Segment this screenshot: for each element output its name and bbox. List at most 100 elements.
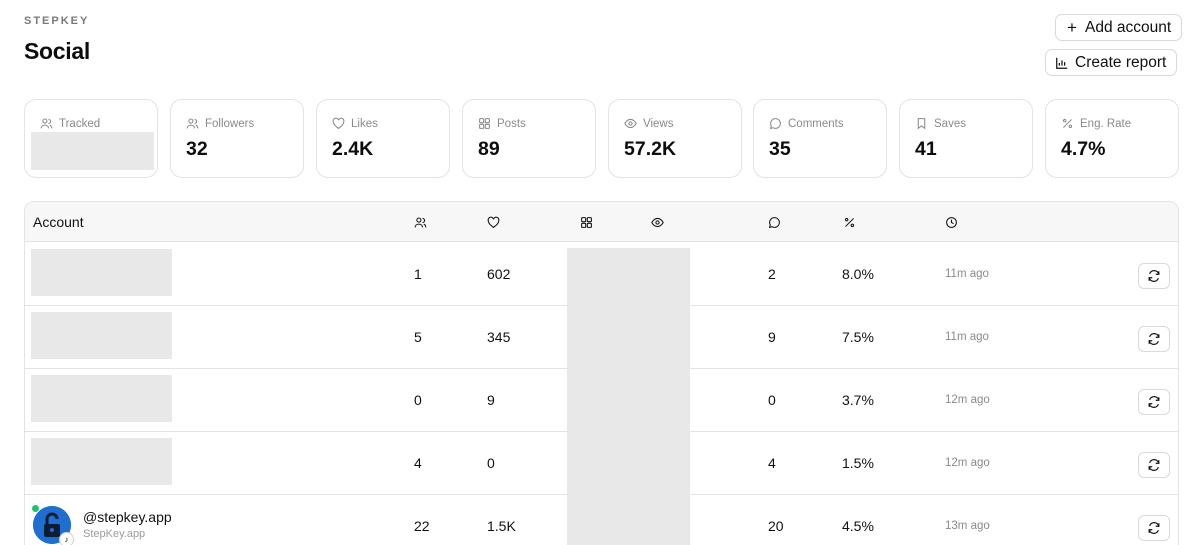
- stat-value: 41: [915, 138, 937, 160]
- redacted-account: [31, 249, 172, 296]
- table-row[interactable]: ♪ @stepkey.app StepKey.app 22 1.5K 20 4.…: [25, 495, 1178, 545]
- stat-value: 4.7%: [1061, 138, 1106, 160]
- followers-cell: 0: [414, 392, 422, 408]
- redacted-posts-views-columns: [567, 248, 690, 545]
- refresh-button[interactable]: [1138, 263, 1170, 289]
- users-icon: [186, 118, 199, 129]
- stat-card-followers: Followers 32: [170, 99, 304, 178]
- stat-label: Comments: [788, 117, 844, 130]
- account-name: StepKey.app: [83, 528, 146, 540]
- updated-cell: 12m ago: [945, 394, 990, 406]
- refresh-icon: [1148, 522, 1160, 534]
- updated-cell: 13m ago: [945, 520, 990, 532]
- tiktok-icon: ♪: [59, 532, 74, 545]
- users-icon: [414, 217, 427, 227]
- account-handle[interactable]: @stepkey.app: [83, 509, 172, 525]
- refresh-button[interactable]: [1138, 389, 1170, 415]
- stat-card-saves: Saves 41: [899, 99, 1033, 178]
- eng-rate-cell: 1.5%: [842, 455, 874, 471]
- comments-cell: 2: [768, 266, 776, 282]
- percent-icon: [1062, 118, 1073, 129]
- column-header-posts[interactable]: [580, 202, 593, 242]
- updated-cell: 12m ago: [945, 457, 990, 469]
- refresh-icon: [1148, 396, 1160, 408]
- brand-label: STEPKEY: [24, 15, 90, 27]
- accounts-table: Account 1 602 2 8.0% 11m ago 5 345 9 7.5…: [24, 201, 1179, 545]
- bookmark-icon: [917, 118, 926, 130]
- stat-card-tracked: Tracked: [24, 99, 158, 178]
- page-title: Social: [24, 38, 90, 64]
- column-header-comments[interactable]: [768, 202, 781, 242]
- stat-card-posts: Posts 89: [462, 99, 596, 178]
- stat-label: Followers: [205, 117, 255, 130]
- followers-cell: 4: [414, 455, 422, 471]
- plus-icon: +: [1067, 17, 1077, 37]
- eng-rate-cell: 7.5%: [842, 329, 874, 345]
- eng-rate-cell: 8.0%: [842, 266, 874, 282]
- stat-label: Eng. Rate: [1080, 117, 1132, 130]
- table-header: Account: [25, 202, 1178, 242]
- comment-icon: [768, 216, 780, 228]
- add-account-label: Add account: [1085, 18, 1172, 36]
- stat-label: Views: [643, 117, 674, 130]
- redacted-account: [31, 438, 172, 485]
- column-header-eng-rate[interactable]: [843, 202, 856, 242]
- stat-card-views: Views 57.2K: [608, 99, 742, 178]
- refresh-button[interactable]: [1138, 515, 1170, 541]
- column-header-likes[interactable]: [487, 202, 500, 242]
- refresh-button[interactable]: [1138, 452, 1170, 478]
- column-header-updated[interactable]: [945, 202, 958, 242]
- stat-label: Tracked: [59, 117, 101, 130]
- bar-chart-icon: [1054, 55, 1070, 71]
- comments-cell: 9: [768, 329, 776, 345]
- comments-cell: 0: [768, 392, 776, 408]
- create-report-label: Create report: [1075, 53, 1167, 71]
- refresh-button[interactable]: [1138, 326, 1170, 352]
- redacted-block: [31, 132, 154, 170]
- table-row[interactable]: 1 602 2 8.0% 11m ago: [25, 243, 1178, 306]
- clock-icon: [946, 216, 957, 228]
- heart-icon: [487, 216, 500, 228]
- grid-icon: [581, 216, 592, 228]
- followers-cell: 1: [414, 266, 422, 282]
- likes-cell: 1.5K: [487, 518, 516, 534]
- percent-icon: [844, 217, 855, 227]
- refresh-icon: [1148, 270, 1160, 282]
- likes-cell: 602: [487, 266, 511, 282]
- stat-value: 2.4K: [332, 138, 374, 160]
- online-status-dot: [31, 504, 40, 513]
- stat-card-comments: Comments 35: [753, 99, 887, 178]
- eye-icon: [624, 118, 637, 129]
- grid-icon: [479, 118, 490, 129]
- eng-rate-cell: 4.5%: [842, 518, 874, 534]
- eye-icon: [651, 217, 664, 227]
- users-icon: [40, 118, 53, 129]
- heart-icon: [332, 117, 345, 129]
- column-header-followers[interactable]: [414, 202, 427, 242]
- add-account-button[interactable]: + Add account: [1055, 14, 1183, 41]
- redacted-account: [31, 312, 172, 359]
- eng-rate-cell: 3.7%: [842, 392, 874, 408]
- likes-cell: 345: [487, 329, 511, 345]
- create-report-button[interactable]: Create report: [1045, 49, 1178, 76]
- stat-value: 57.2K: [624, 138, 677, 160]
- refresh-icon: [1148, 333, 1160, 345]
- refresh-icon: [1148, 459, 1160, 471]
- stat-value: 89: [478, 138, 500, 160]
- likes-cell: 0: [487, 455, 495, 471]
- likes-cell: 9: [487, 392, 495, 408]
- followers-cell: 5: [414, 329, 422, 345]
- stat-card-eng-rate: Eng. Rate 4.7%: [1045, 99, 1179, 178]
- stat-card-likes: Likes 2.4K: [316, 99, 450, 178]
- table-row[interactable]: 0 9 0 3.7% 12m ago: [25, 369, 1178, 432]
- comments-cell: 20: [768, 518, 784, 534]
- updated-cell: 11m ago: [945, 331, 989, 343]
- followers-cell: 22: [414, 518, 430, 534]
- comments-cell: 4: [768, 455, 776, 471]
- redacted-account: [31, 375, 172, 422]
- comment-icon: [769, 118, 781, 130]
- column-header-views[interactable]: [651, 202, 664, 242]
- lock-icon: [33, 506, 71, 544]
- updated-cell: 11m ago: [945, 268, 989, 280]
- column-header-account[interactable]: Account: [33, 214, 84, 230]
